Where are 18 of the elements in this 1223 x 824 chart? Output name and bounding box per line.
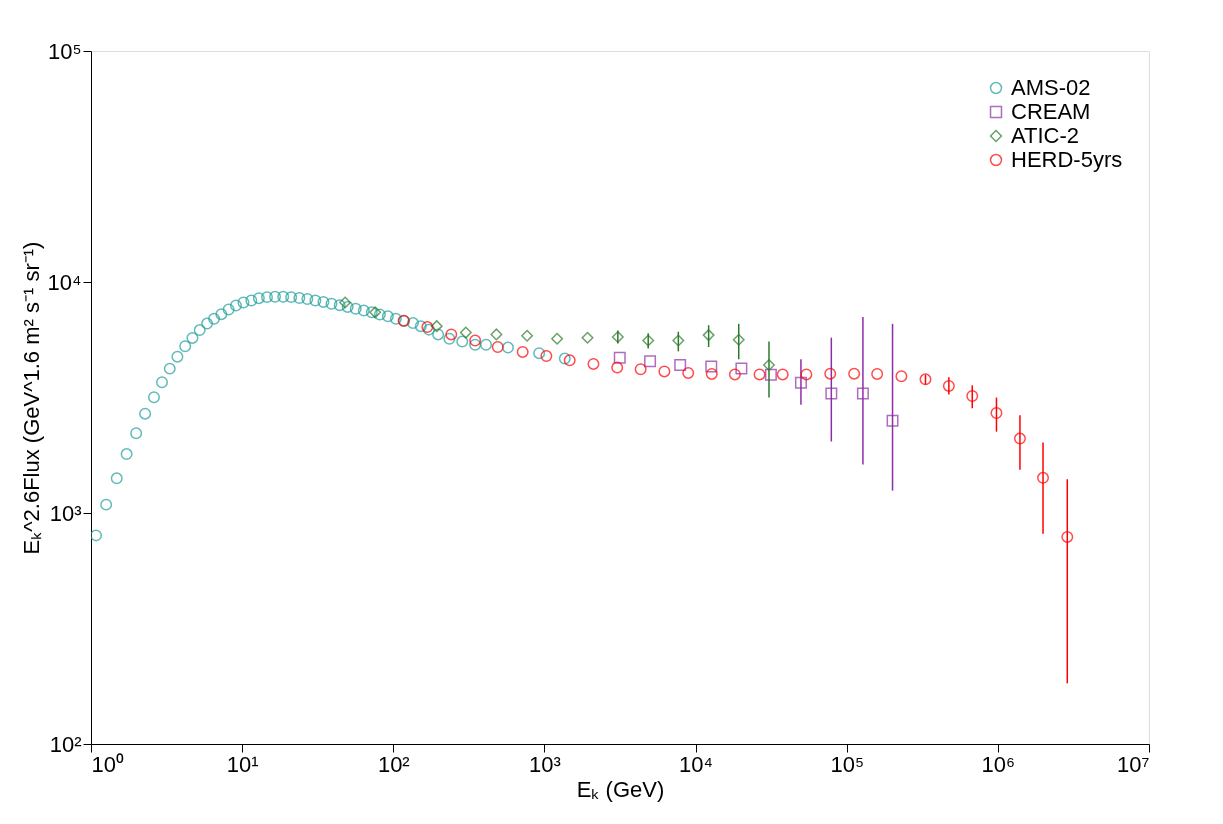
y-tick-label: 10³ — [49, 500, 82, 526]
legend-label: AMS-02 — [1011, 75, 1091, 100]
x-tick-label: 10¹ — [226, 751, 259, 777]
x-tick-label: 10⁰ — [91, 751, 124, 777]
legend-label: ATIC-2 — [1011, 123, 1080, 148]
x-tick-label: 10⁶ — [981, 751, 1016, 777]
legend-label: CREAM — [1011, 99, 1091, 124]
y-tick-label: 10⁴ — [47, 269, 82, 295]
x-tick-label: 10⁷ — [1117, 751, 1150, 777]
y-axis-title: Eₖ^2.6Flux (GeV^1.6 m² s⁻¹ sr⁻¹) — [18, 241, 44, 555]
x-axis-title: Eₖ (GeV) — [576, 776, 665, 802]
x-tick-label: 10³ — [529, 751, 561, 777]
y-tick-label: 10² — [49, 731, 82, 757]
legend-label: HERD-5yrs — [1011, 147, 1123, 172]
x-tick-label: 10² — [377, 751, 410, 777]
x-tick-label: 10⁵ — [830, 751, 865, 777]
y-tick-label: 10⁵ — [47, 38, 82, 64]
x-tick-label: 10⁴ — [679, 751, 714, 777]
